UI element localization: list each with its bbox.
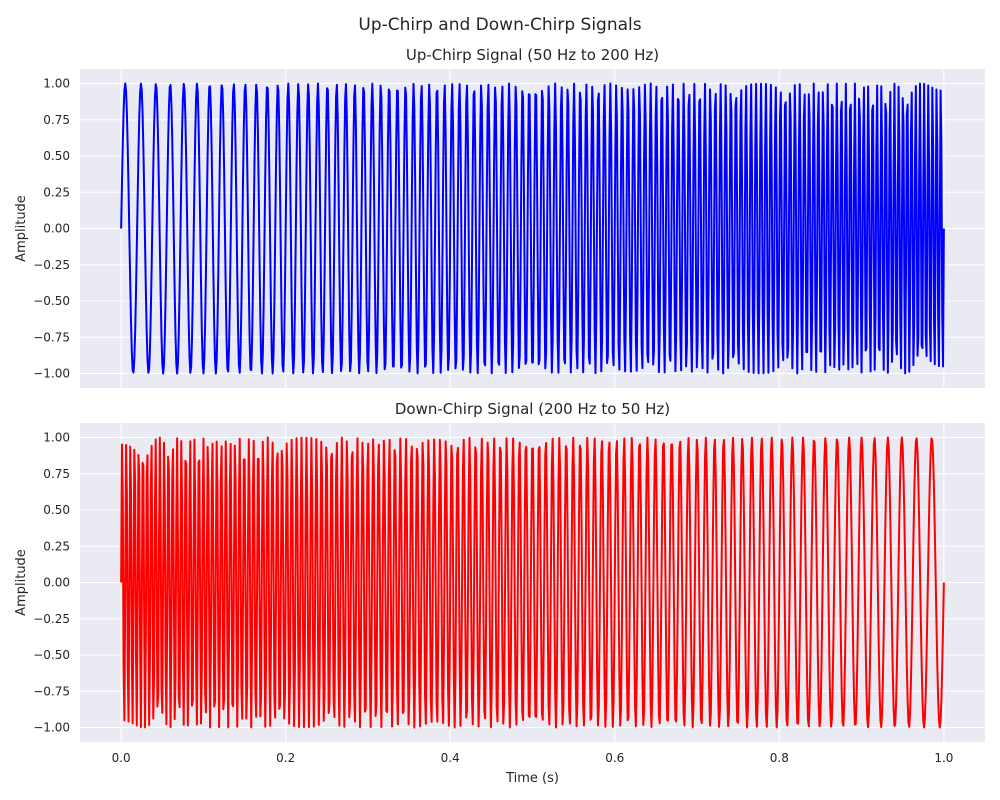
x-tick-label: 1.0	[934, 751, 953, 765]
y-tick-label: −1.00	[33, 367, 70, 381]
y-tick-label: 1.00	[43, 77, 70, 91]
x-tick-label: 0.2	[276, 751, 295, 765]
series-line-1-0	[120, 436, 945, 729]
y-tick-label: 0.00	[43, 576, 70, 590]
x-axis-label: Time (s)	[505, 771, 559, 786]
y-tick-label: 0.50	[43, 503, 70, 517]
x-tick-label: 0.8	[770, 751, 789, 765]
y-tick-label: −0.75	[33, 684, 70, 698]
down-chirp-axes: 1.00 0.75 0.50 0.25 0.00 −0.25 −0.50 −0.75 −1.00…	[14, 400, 985, 786]
y-tick-label: 0.00	[43, 222, 70, 236]
y-tick-label: 0.50	[43, 149, 70, 163]
figure-suptitle: Up-Chirp and Down-Chirp Signals	[358, 15, 641, 35]
y-axis-label: Amplitude	[14, 549, 29, 616]
y-tick-label: 0.75	[43, 467, 70, 481]
axes-title: Down-Chirp Signal (200 Hz to 50 Hz)	[395, 400, 670, 418]
y-tick-label: −0.50	[33, 648, 70, 662]
x-tick-label: 0.4	[441, 751, 460, 765]
axes-title: Up-Chirp Signal (50 Hz to 200 Hz)	[406, 46, 659, 64]
y-tick-label: −0.25	[33, 258, 70, 272]
y-tick-label: 1.00	[43, 431, 70, 445]
y-tick-label: −0.25	[33, 612, 70, 626]
y-axis-label: Amplitude	[14, 195, 29, 262]
y-tick-label: −0.50	[33, 294, 70, 308]
y-tick-label: 0.25	[43, 539, 70, 553]
up-chirp-axes: 1.00 0.75 0.50 0.25 0.00 −0.25 −0.50 −0.75 −1.00…	[14, 46, 985, 388]
y-tick-label: 0.25	[43, 185, 70, 199]
y-tick-label: 0.75	[43, 113, 70, 127]
x-tick-label: 0.0	[112, 751, 131, 765]
y-tick-label: −1.00	[33, 721, 70, 735]
y-tick-label: −0.75	[33, 330, 70, 344]
x-tick-label: 0.6	[605, 751, 624, 765]
series-line-0-0	[120, 82, 945, 375]
